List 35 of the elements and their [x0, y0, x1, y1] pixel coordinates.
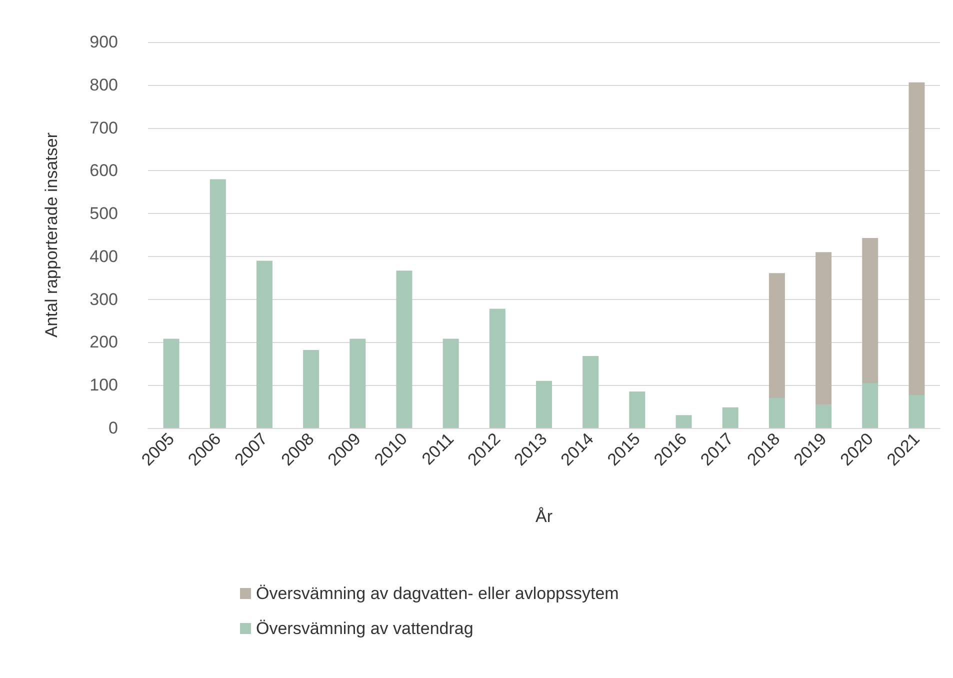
bar — [768, 398, 785, 428]
bar — [536, 380, 552, 428]
bar — [396, 270, 412, 428]
bar — [768, 273, 785, 398]
legend-label: Översvämning av vattendrag — [256, 619, 474, 638]
bar — [862, 238, 878, 383]
bar — [163, 338, 180, 428]
y-tick-label: 900 — [90, 32, 118, 52]
y-tick-label: 500 — [90, 204, 118, 224]
legend-label: Översvämning av dagvatten- eller avloppssytem — [256, 584, 619, 603]
bar — [256, 260, 272, 428]
bar — [582, 356, 599, 428]
y-axis-title: Antal rapporterade insatser — [42, 132, 61, 338]
bar — [442, 338, 459, 428]
bar — [816, 404, 832, 428]
bar — [629, 392, 646, 428]
bar — [862, 382, 878, 428]
bar — [908, 82, 925, 395]
y-tick-label: 400 — [90, 246, 118, 266]
y-tick-label: 100 — [90, 376, 118, 395]
bar — [489, 308, 506, 428]
y-tick-label: 600 — [90, 161, 118, 180]
y-tick-label: 0 — [108, 418, 118, 438]
bar — [303, 350, 320, 428]
y-tick-label: 200 — [90, 332, 118, 352]
bar — [350, 338, 366, 428]
bar — [908, 394, 925, 428]
bar — [210, 179, 226, 428]
y-tick-label: 300 — [90, 290, 118, 309]
bar — [816, 252, 832, 405]
y-tick-label: 700 — [90, 118, 118, 138]
x-axis-title: År — [536, 507, 553, 526]
bar — [676, 415, 692, 428]
y-tick-label: 800 — [90, 75, 118, 94]
bar — [722, 407, 738, 428]
